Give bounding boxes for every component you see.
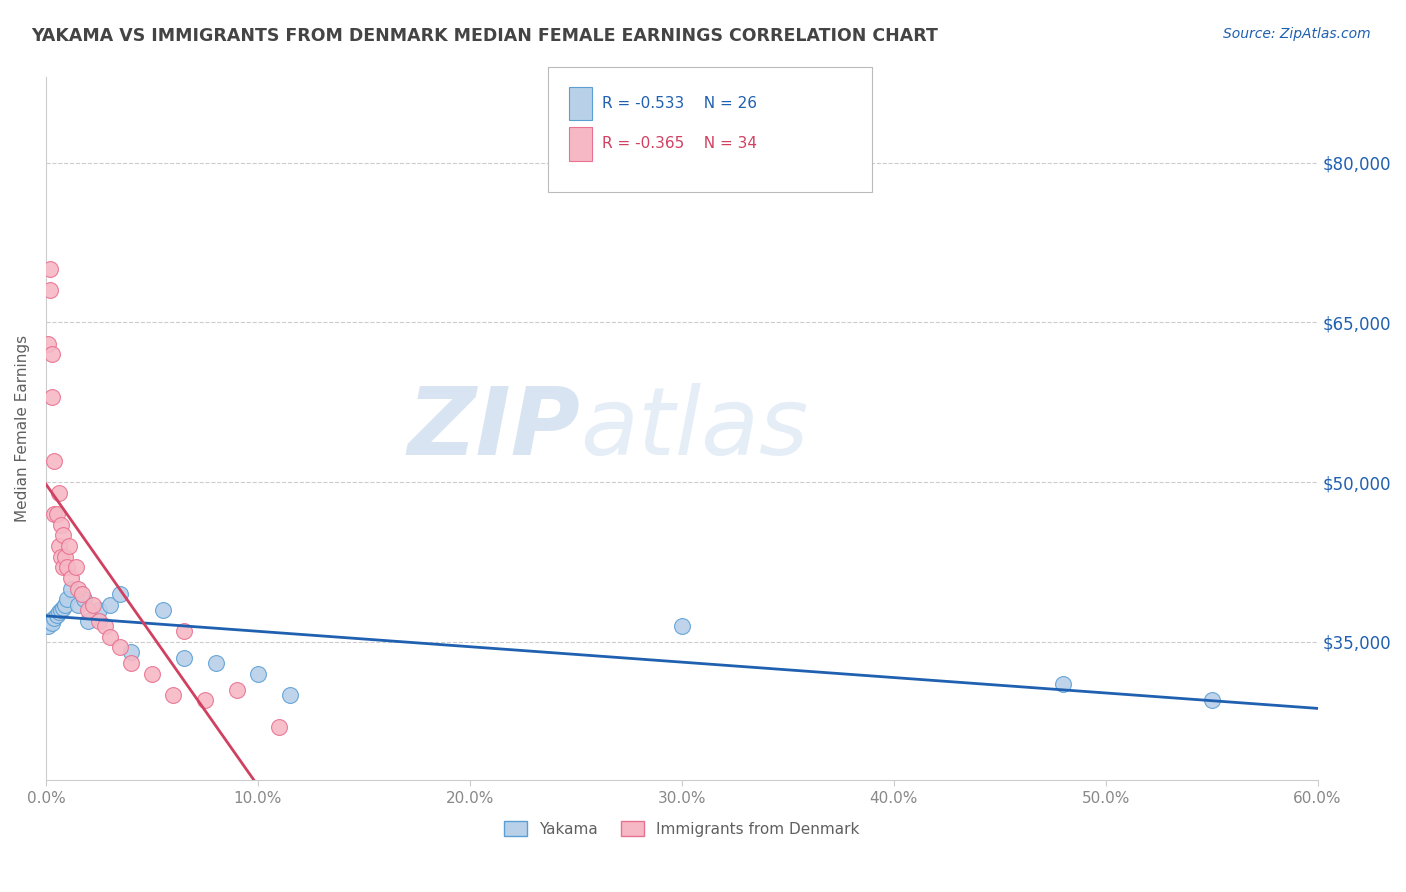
Point	[41, 390, 63, 404]
Point	[73, 592, 96, 607]
Point	[120, 645, 142, 659]
Point	[1201, 693, 1223, 707]
Point	[37, 336, 59, 351]
Text: R = -0.533    N = 26: R = -0.533 N = 26	[602, 96, 756, 111]
Point	[53, 549, 76, 564]
Legend: Yakama, Immigrants from Denmark: Yakama, Immigrants from Denmark	[498, 814, 866, 843]
Point	[87, 603, 110, 617]
Point	[66, 598, 89, 612]
Text: R = -0.365    N = 34: R = -0.365 N = 34	[602, 136, 756, 151]
Point	[162, 688, 184, 702]
Point	[120, 656, 142, 670]
Point	[41, 615, 63, 630]
Point	[39, 614, 62, 628]
Text: Source: ZipAtlas.com: Source: ZipAtlas.com	[1223, 27, 1371, 41]
Point	[70, 587, 93, 601]
Point	[56, 560, 79, 574]
Point	[37, 619, 59, 633]
Point	[52, 600, 75, 615]
Text: YAKAMA VS IMMIGRANTS FROM DENMARK MEDIAN FEMALE EARNINGS CORRELATION CHART: YAKAMA VS IMMIGRANTS FROM DENMARK MEDIAN…	[31, 27, 938, 45]
Point	[108, 587, 131, 601]
Point	[41, 347, 63, 361]
Y-axis label: Median Female Earnings: Median Female Earnings	[15, 335, 30, 523]
Point	[44, 507, 66, 521]
Point	[49, 549, 72, 564]
Point	[49, 517, 72, 532]
Point	[66, 582, 89, 596]
Point	[58, 539, 80, 553]
Text: atlas: atlas	[581, 384, 808, 475]
Point	[45, 608, 67, 623]
Point	[173, 650, 195, 665]
Point	[267, 720, 290, 734]
Point	[48, 485, 70, 500]
Point	[98, 598, 121, 612]
Point	[48, 605, 70, 619]
Text: ZIP: ZIP	[408, 383, 581, 475]
Point	[152, 603, 174, 617]
Point	[98, 630, 121, 644]
Point	[60, 571, 83, 585]
Point	[278, 688, 301, 702]
Point	[173, 624, 195, 639]
Point	[246, 666, 269, 681]
Point	[39, 262, 62, 277]
Point	[44, 454, 66, 468]
Point	[48, 539, 70, 553]
Point	[45, 507, 67, 521]
Point	[39, 284, 62, 298]
Point	[194, 693, 217, 707]
Point	[204, 656, 226, 670]
Point	[53, 598, 76, 612]
Point	[225, 682, 247, 697]
Point	[77, 614, 100, 628]
Point	[52, 560, 75, 574]
Point	[671, 619, 693, 633]
Point	[52, 528, 75, 542]
Point	[141, 666, 163, 681]
Point	[44, 611, 66, 625]
Point	[65, 560, 87, 574]
Point	[77, 603, 100, 617]
Point	[108, 640, 131, 655]
Point	[1052, 677, 1074, 691]
Point	[82, 598, 104, 612]
Point	[49, 603, 72, 617]
Point	[87, 614, 110, 628]
Point	[56, 592, 79, 607]
Point	[94, 619, 117, 633]
Point	[60, 582, 83, 596]
